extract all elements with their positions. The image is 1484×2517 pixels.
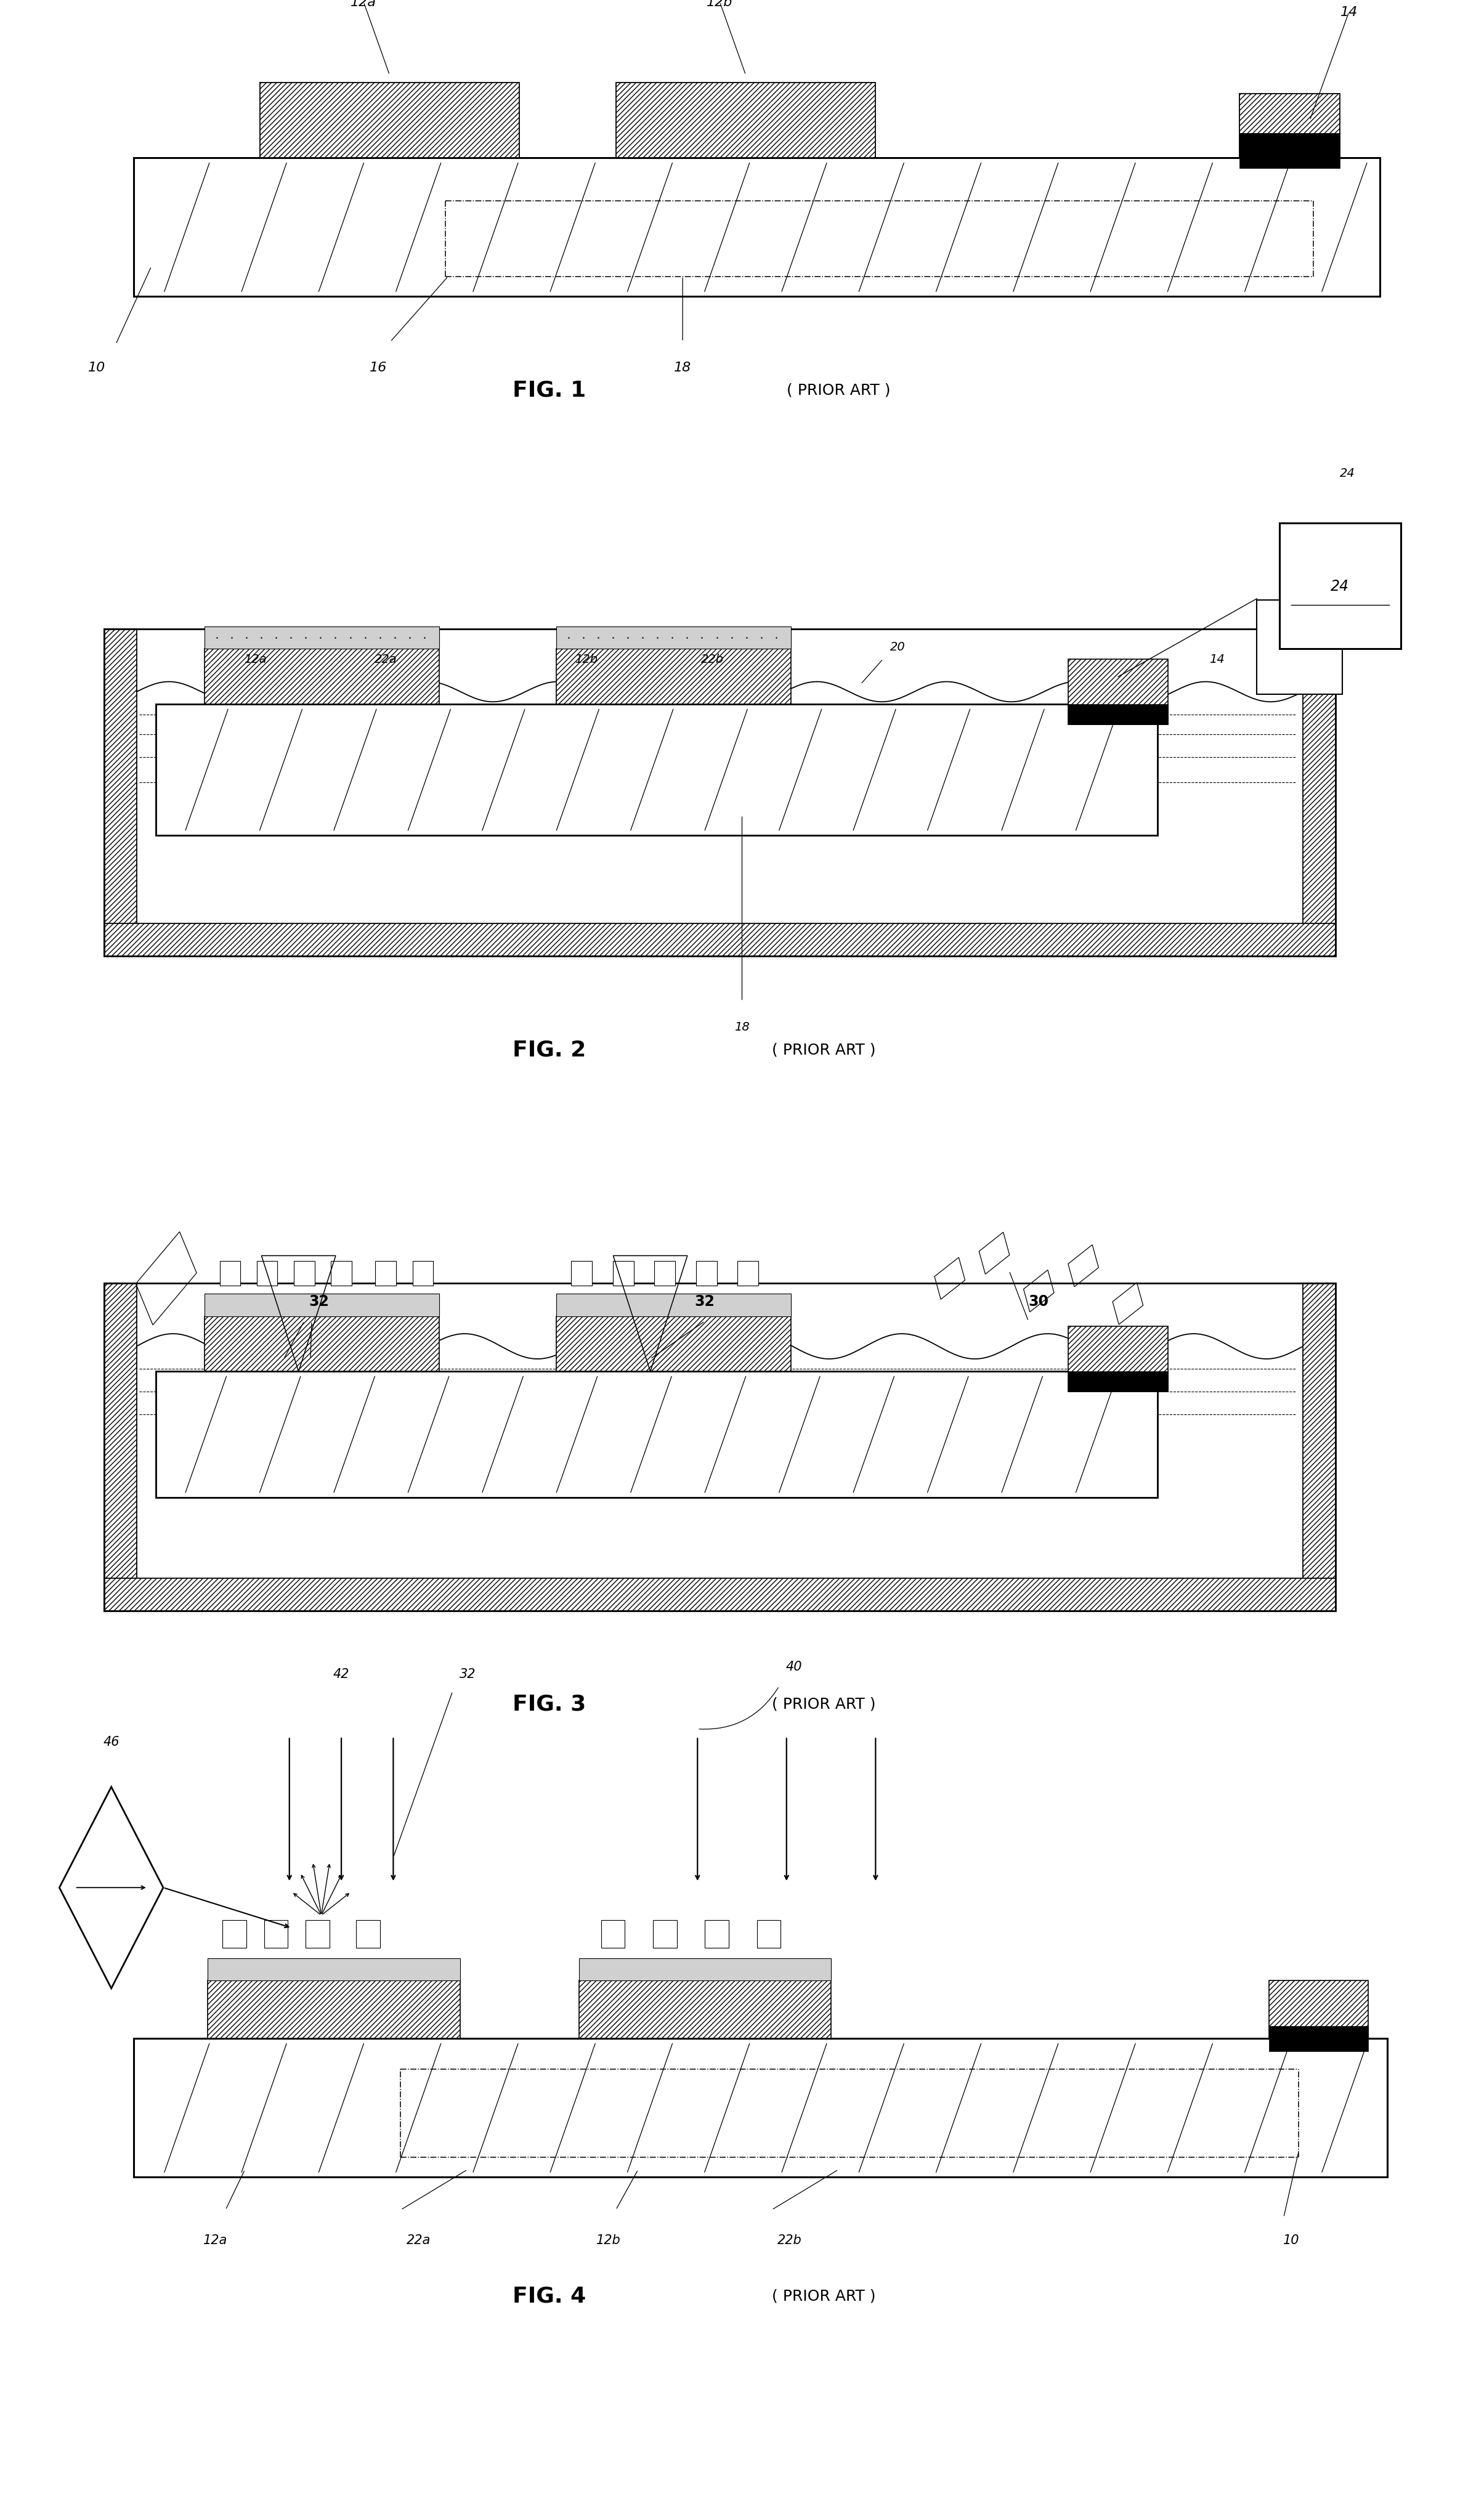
Text: ( PRIOR ART ): ( PRIOR ART )	[772, 1696, 876, 1712]
Bar	[654, 1261, 675, 1286]
Bar	[260, 83, 519, 159]
Bar	[331, 1261, 352, 1286]
Bar	[220, 1261, 240, 1286]
Bar	[306, 1920, 329, 1948]
Bar	[134, 159, 1380, 297]
Text: 18: 18	[735, 1022, 749, 1032]
Bar	[696, 1261, 717, 1286]
Bar	[104, 629, 1336, 956]
Bar	[205, 649, 439, 705]
Text: 24: 24	[1331, 579, 1349, 594]
Bar	[616, 83, 876, 159]
Bar	[1239, 93, 1340, 159]
Text: 12a: 12a	[350, 0, 377, 8]
Bar	[104, 1578, 1336, 1611]
Text: 10: 10	[1282, 2235, 1300, 2245]
Bar	[1068, 1326, 1168, 1392]
Text: 42: 42	[332, 1669, 350, 1679]
Bar	[208, 1958, 460, 1981]
Bar	[413, 1261, 433, 1286]
Bar	[571, 1261, 592, 1286]
Text: ( PRIOR ART ): ( PRIOR ART )	[772, 1042, 876, 1057]
Text: 18: 18	[674, 362, 692, 373]
Bar	[1239, 133, 1340, 169]
Bar	[104, 629, 137, 956]
Text: 24: 24	[1340, 468, 1355, 478]
Text: 22b: 22b	[700, 654, 724, 664]
Bar	[1303, 629, 1336, 956]
Bar	[356, 1920, 380, 1948]
Text: FIG. 1: FIG. 1	[512, 380, 586, 400]
Bar	[223, 1920, 246, 1948]
Bar	[104, 1284, 1336, 1611]
Bar	[156, 705, 1158, 836]
Bar	[601, 1920, 625, 1948]
Bar	[757, 1920, 781, 1948]
Text: 12a: 12a	[243, 654, 267, 664]
Bar	[375, 1261, 396, 1286]
Text: 40: 40	[785, 1661, 803, 1671]
Text: 22b: 22b	[778, 2235, 801, 2245]
Text: ( PRIOR ART ): ( PRIOR ART )	[772, 2288, 876, 2303]
Text: FIG. 2: FIG. 2	[512, 1040, 586, 1060]
Bar	[579, 1958, 831, 1981]
Bar	[1303, 1284, 1336, 1611]
Text: 10: 10	[88, 362, 105, 373]
Bar	[264, 1920, 288, 1948]
Bar	[579, 1981, 831, 2039]
Bar	[1068, 1372, 1168, 1392]
Bar	[1068, 705, 1168, 725]
Bar	[556, 1294, 791, 1316]
Bar	[205, 627, 439, 649]
Text: FIG. 4: FIG. 4	[512, 2285, 586, 2306]
Bar	[556, 627, 791, 649]
Text: ( PRIOR ART ): ( PRIOR ART )	[787, 383, 890, 398]
Bar	[156, 1372, 1158, 1498]
Text: 46: 46	[102, 1737, 120, 1747]
Bar	[1068, 659, 1168, 725]
Bar	[1257, 602, 1342, 695]
Text: 12b: 12b	[574, 654, 598, 664]
Bar	[257, 1261, 278, 1286]
Text: FIG. 3: FIG. 3	[512, 1694, 586, 1714]
Bar	[104, 1284, 137, 1611]
Text: 22a: 22a	[407, 2235, 430, 2245]
Bar	[653, 1920, 677, 1948]
Bar	[705, 1920, 729, 1948]
Text: 12b: 12b	[597, 2235, 620, 2245]
Bar	[1269, 1981, 1368, 2039]
Bar	[738, 1261, 758, 1286]
Bar	[208, 1981, 460, 2039]
Text: 32: 32	[695, 1294, 715, 1309]
Bar	[613, 1261, 634, 1286]
Text: 20: 20	[890, 642, 905, 652]
Bar	[556, 649, 791, 705]
Text: 14: 14	[1340, 8, 1358, 18]
Text: 12a: 12a	[203, 2235, 227, 2245]
Text: 22a: 22a	[374, 654, 398, 664]
Bar	[205, 1316, 439, 1372]
Bar	[1269, 2026, 1368, 2051]
Text: 32: 32	[309, 1294, 329, 1309]
Text: 12b: 12b	[706, 0, 733, 8]
Bar	[556, 1316, 791, 1372]
Text: 30: 30	[1028, 1294, 1049, 1309]
Bar	[294, 1261, 315, 1286]
Bar	[205, 1294, 439, 1316]
Bar	[104, 924, 1336, 956]
Text: 32: 32	[459, 1669, 476, 1679]
Text: 16: 16	[370, 362, 387, 373]
Bar	[1279, 524, 1401, 649]
Bar	[134, 2039, 1388, 2177]
Text: 14: 14	[1209, 654, 1224, 664]
